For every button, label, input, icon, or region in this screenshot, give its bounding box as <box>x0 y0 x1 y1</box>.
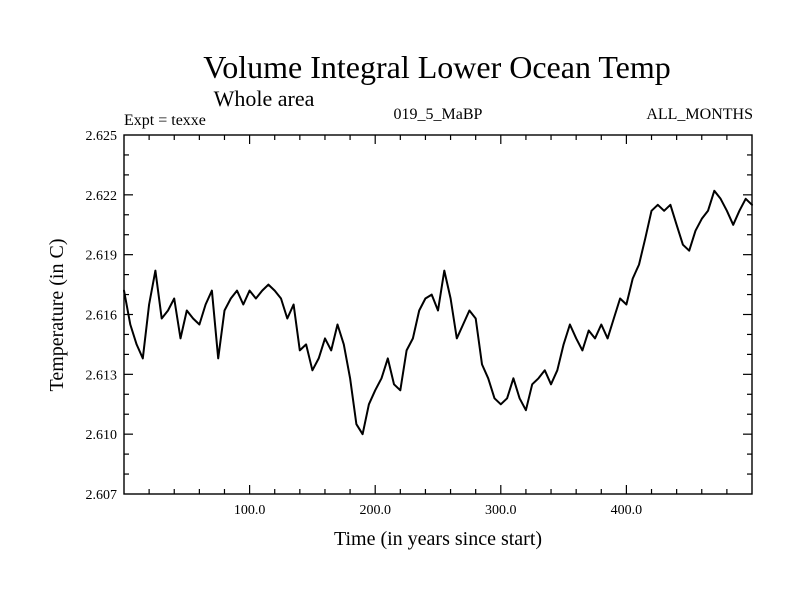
data-series-line <box>123 189 753 436</box>
x-tick-label: 300.0 <box>485 503 517 518</box>
x-axis: 100.0 200.0 300.0 400.0 <box>148 135 728 518</box>
x-tick-label: 200.0 <box>359 503 391 518</box>
y-tick-label: 2.622 <box>86 189 118 204</box>
chart-title: Volume Integral Lower Ocean Temp <box>203 49 671 85</box>
y-tick-label: 2.613 <box>86 368 118 383</box>
x-tick-label: 100.0 <box>234 503 266 518</box>
y-axis: 2.607 2.610 2.613 2.616 2.619 2.622 2.625 <box>86 129 752 503</box>
y-axis-label: Temperature (in C) <box>46 239 68 392</box>
plot-frame <box>123 134 753 495</box>
experiment-id-label: 019_5_MaBP <box>394 106 483 123</box>
experiment-label: Expt = texxe <box>124 112 206 129</box>
months-label: ALL_MONTHS <box>646 106 753 123</box>
y-tick-label: 2.625 <box>86 129 118 144</box>
x-axis-label: Time (in years since start) <box>334 528 542 550</box>
y-tick-label: 2.607 <box>86 488 118 503</box>
y-tick-label: 2.616 <box>86 309 118 324</box>
y-tick-label: 2.610 <box>86 428 118 443</box>
x-tick-label: 400.0 <box>611 503 643 518</box>
y-tick-label: 2.619 <box>86 249 118 264</box>
chart-subtitle: Whole area <box>214 86 315 111</box>
